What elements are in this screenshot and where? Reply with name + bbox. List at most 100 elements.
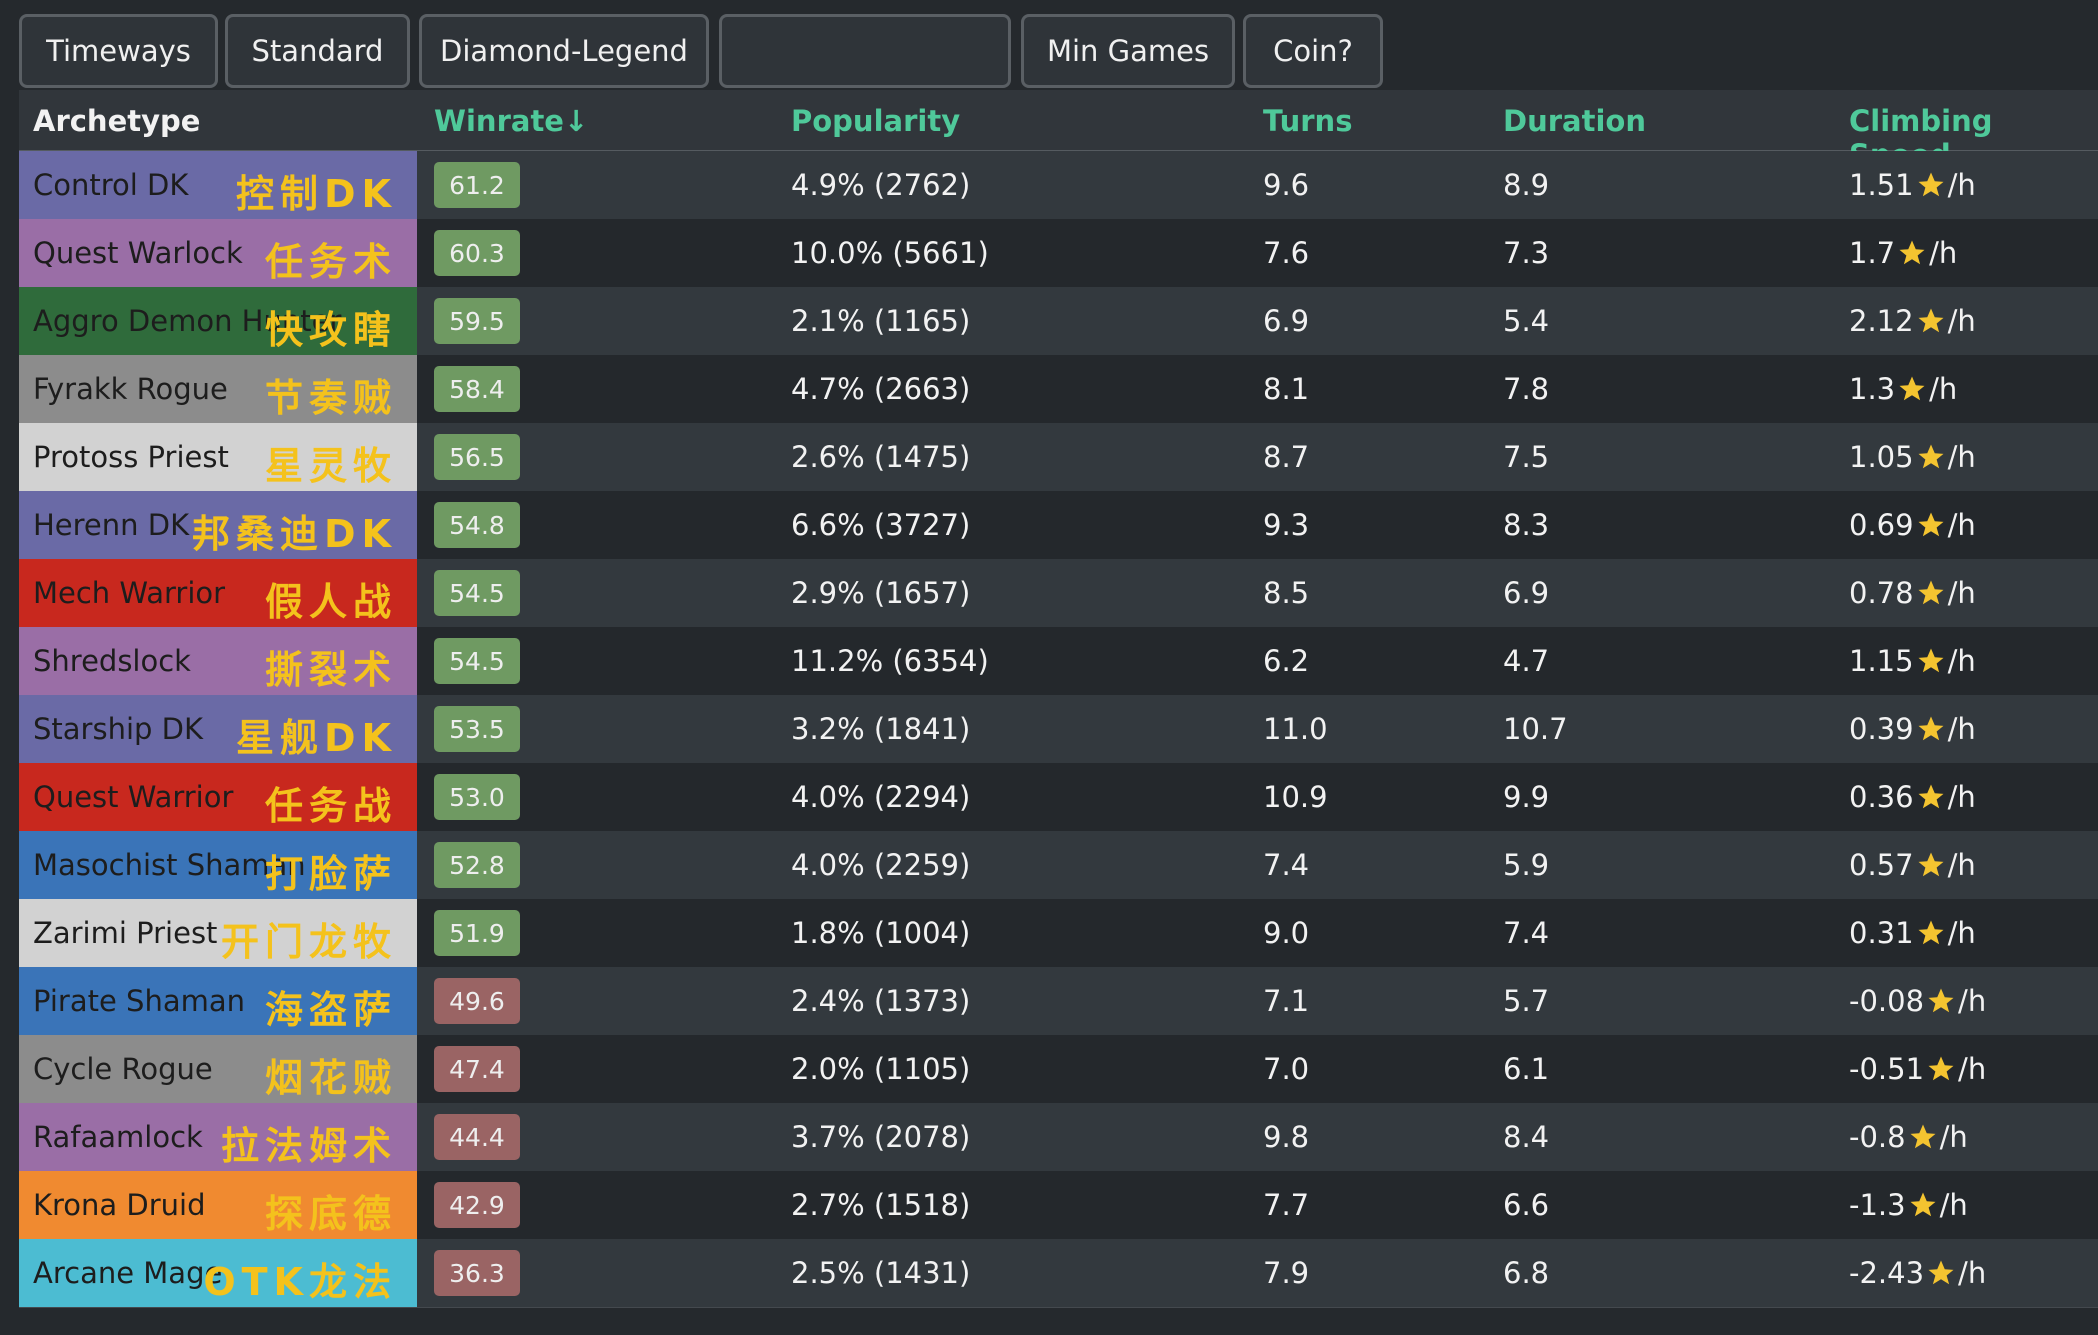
popularity: 2.5% (1431) bbox=[791, 1256, 971, 1290]
star-icon bbox=[1899, 240, 1925, 265]
speed-unit: /h bbox=[1947, 508, 1976, 542]
archetype-name[interactable]: Shredslock bbox=[33, 644, 191, 678]
archetype-name[interactable]: Pirate Shaman bbox=[33, 984, 245, 1018]
table-row: Aggro Demon Hunter 快攻瞎 59.5 2.1% (1165) 6.9 5… bbox=[19, 287, 2098, 356]
table-row: Arcane Mage OTK龙法 36.3 2.5% (1431) 7.9 6.8 -2.… bbox=[19, 1239, 2098, 1308]
table-row: Mech Warrior 假人战 54.5 2.9% (1657) 8.5 6.9 0.78… bbox=[19, 559, 2098, 628]
archetype-name[interactable]: Fyrakk Rogue bbox=[33, 372, 228, 406]
turns: 9.3 bbox=[1263, 508, 1310, 542]
filter-button[interactable]: Standard bbox=[225, 14, 410, 88]
archetype-cell: Protoss Priest 星灵牧 bbox=[19, 423, 417, 491]
duration: 6.1 bbox=[1503, 1052, 1550, 1086]
duration: 7.3 bbox=[1503, 236, 1550, 270]
duration: 4.7 bbox=[1503, 644, 1550, 678]
duration: 6.6 bbox=[1503, 1188, 1550, 1222]
speed-value: -0.51 bbox=[1849, 1052, 1925, 1086]
archetype-name[interactable]: Arcane Mage bbox=[33, 1256, 223, 1290]
archetype-cn: OTK龙法 bbox=[203, 1260, 397, 1304]
turns: 6.9 bbox=[1263, 304, 1310, 338]
table-row: Quest Warlock 任务术 60.3 10.0% (5661) 7.6 7.3 1.… bbox=[19, 219, 2098, 288]
speed-unit: /h bbox=[1947, 440, 1976, 474]
star-icon bbox=[1899, 376, 1925, 401]
duration: 10.7 bbox=[1503, 712, 1568, 746]
archetype-name[interactable]: Quest Warrior bbox=[33, 780, 234, 814]
speed-unit: /h bbox=[1939, 1120, 1968, 1154]
archetype-cell: Mech Warrior 假人战 bbox=[19, 559, 417, 627]
archetype-cell: Herenn DK 邦桑迪DK bbox=[19, 491, 417, 559]
archetype-name[interactable]: Masochist Shaman bbox=[33, 848, 306, 882]
duration: 5.4 bbox=[1503, 304, 1550, 338]
archetype-name[interactable]: Starship DK bbox=[33, 712, 203, 746]
column-header[interactable]: Popularity bbox=[791, 104, 961, 138]
turns: 10.9 bbox=[1263, 780, 1328, 814]
filter-button[interactable] bbox=[719, 14, 1011, 88]
climbing-speed: -1.3/h bbox=[1849, 1188, 1968, 1222]
archetype-name[interactable]: Rafaamlock bbox=[33, 1120, 203, 1154]
table-row: Starship DK 星舰DK 53.5 3.2% (1841) 11.0 10.7 0.… bbox=[19, 695, 2098, 764]
turns: 8.5 bbox=[1263, 576, 1310, 610]
column-header[interactable]: Winrate↓ bbox=[434, 104, 589, 138]
column-header[interactable]: Archetype bbox=[33, 104, 201, 138]
archetype-cell: Masochist Shaman 打脸萨 bbox=[19, 831, 417, 899]
speed-unit: /h bbox=[1947, 644, 1976, 678]
archetype-name[interactable]: Mech Warrior bbox=[33, 576, 226, 610]
column-header[interactable]: Turns bbox=[1263, 104, 1353, 138]
star-icon bbox=[1918, 852, 1944, 877]
climbing-speed: 1.15/h bbox=[1849, 644, 1976, 678]
star-icon bbox=[1928, 988, 1954, 1013]
duration: 5.9 bbox=[1503, 848, 1550, 882]
archetype-cell: Cycle Rogue 烟花贼 bbox=[19, 1035, 417, 1103]
archetype-cell: Pirate Shaman 海盗萨 bbox=[19, 967, 417, 1035]
filter-button[interactable]: Timeways bbox=[19, 14, 218, 88]
climbing-speed: 2.12/h bbox=[1849, 304, 1976, 338]
speed-value: -1.3 bbox=[1849, 1188, 1906, 1222]
speed-value: 1.3 bbox=[1849, 372, 1896, 406]
archetype-cell: Fyrakk Rogue 节奏贼 bbox=[19, 355, 417, 423]
popularity: 2.6% (1475) bbox=[791, 440, 971, 474]
turns: 7.1 bbox=[1263, 984, 1310, 1018]
archetype-cell: Krona Druid 探底德 bbox=[19, 1171, 417, 1239]
archetype-name[interactable]: Zarimi Priest bbox=[33, 916, 218, 950]
turns: 7.7 bbox=[1263, 1188, 1310, 1222]
climbing-speed: 0.39/h bbox=[1849, 712, 1976, 746]
archetype-cell: Aggro Demon Hunter 快攻瞎 bbox=[19, 287, 417, 355]
climbing-speed: 1.7/h bbox=[1849, 236, 1957, 270]
archetype-cn: 拉法姆术 bbox=[220, 1124, 397, 1168]
turns: 7.9 bbox=[1263, 1256, 1310, 1290]
archetype-name[interactable]: Protoss Priest bbox=[33, 440, 229, 474]
speed-value: -0.08 bbox=[1849, 984, 1925, 1018]
speed-value: 0.39 bbox=[1849, 712, 1914, 746]
table-row: Pirate Shaman 海盗萨 49.6 2.4% (1373) 7.1 5.7 -0.… bbox=[19, 967, 2098, 1036]
duration: 6.8 bbox=[1503, 1256, 1550, 1290]
table-row: Rafaamlock 拉法姆术 44.4 3.7% (2078) 9.8 8.4 -0.8/… bbox=[19, 1103, 2098, 1172]
table-row: Herenn DK 邦桑迪DK 54.8 6.6% (3727) 9.3 8.3 0.69/… bbox=[19, 491, 2098, 560]
filter-button[interactable]: Diamond-Legend bbox=[419, 14, 709, 88]
turns: 9.8 bbox=[1263, 1120, 1310, 1154]
winrate-badge: 54.5 bbox=[434, 638, 520, 684]
star-icon bbox=[1918, 512, 1944, 537]
filter-button[interactable]: Coin? bbox=[1243, 14, 1383, 88]
duration: 8.3 bbox=[1503, 508, 1550, 542]
climbing-speed: 1.3/h bbox=[1849, 372, 1957, 406]
archetype-name[interactable]: Aggro Demon Hunter bbox=[33, 304, 342, 338]
duration: 6.9 bbox=[1503, 576, 1550, 610]
archetype-cell: Shredslock 撕裂术 bbox=[19, 627, 417, 695]
archetype-name[interactable]: Herenn DK bbox=[33, 508, 190, 542]
speed-value: -0.8 bbox=[1849, 1120, 1906, 1154]
speed-unit: /h bbox=[1947, 576, 1976, 610]
popularity: 4.7% (2663) bbox=[791, 372, 971, 406]
popularity: 11.2% (6354) bbox=[791, 644, 989, 678]
climbing-speed: 1.05/h bbox=[1849, 440, 1976, 474]
archetype-name[interactable]: Cycle Rogue bbox=[33, 1052, 213, 1086]
archetype-name[interactable]: Quest Warlock bbox=[33, 236, 243, 270]
speed-value: 0.78 bbox=[1849, 576, 1914, 610]
star-icon bbox=[1918, 920, 1944, 945]
winrate-badge: 44.4 bbox=[434, 1114, 520, 1160]
filter-button[interactable]: Min Games bbox=[1021, 14, 1235, 88]
column-header[interactable]: Duration bbox=[1503, 104, 1646, 138]
turns: 7.0 bbox=[1263, 1052, 1310, 1086]
archetype-name[interactable]: Krona Druid bbox=[33, 1188, 206, 1222]
winrate-badge: 53.5 bbox=[434, 706, 520, 752]
archetype-name[interactable]: Control DK bbox=[33, 168, 189, 202]
